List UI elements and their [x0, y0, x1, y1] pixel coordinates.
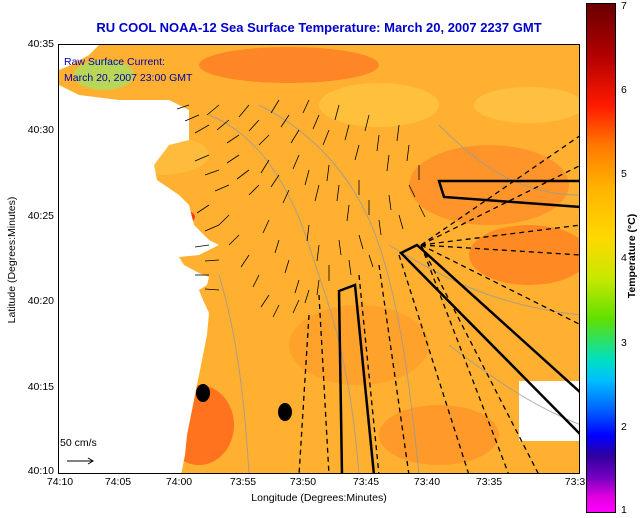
y-tick-label: 40:20 [27, 295, 54, 307]
colorbar-tick: 5 [621, 168, 627, 180]
station-marker[interactable] [278, 403, 292, 421]
bathymetry-contours [208, 104, 579, 473]
current-vectors [176, 99, 426, 318]
land-top-left [59, 45, 99, 70]
colorbar-tick: 6 [621, 84, 627, 96]
station-marker[interactable] [196, 384, 210, 402]
sampling-boxes [337, 179, 579, 473]
colorbar-tick: 1 [621, 504, 627, 516]
y-axis-title: Latitude (Degrees:Minutes) [6, 196, 18, 324]
overlay-line1: Raw Surface Current: [64, 56, 165, 68]
colorbar-tick: 3 [621, 337, 627, 349]
y-tick-label: 40:35 [27, 38, 54, 50]
y-tick-label: 40:15 [27, 381, 54, 393]
x-tick-label: 73:55 [229, 476, 257, 488]
x-tick-label: 74:00 [165, 476, 193, 488]
temperature-colorbar [586, 3, 616, 513]
colorbar-tick: 2 [621, 421, 627, 433]
scale-arrow-head [87, 457, 94, 465]
overlay-line2: March 20, 2007 23:00 GMT [64, 72, 193, 84]
x-tick-label: 73:45 [352, 476, 380, 488]
y-tick-label: 40:10 [27, 465, 54, 477]
map-title: RU COOL NOAA-12 Sea Surface Temperature:… [96, 20, 542, 35]
x-tick-label: 73:40 [413, 476, 441, 488]
x-tick-label: 73:35 [475, 476, 503, 488]
x-axis-title: Longitude (Degrees:Minutes) [251, 492, 387, 504]
x-tick-label: 73:50 [289, 476, 317, 488]
dashed-sectors [298, 135, 579, 473]
y-tick-label: 40:25 [27, 210, 54, 222]
x-tick-label: 74:10 [46, 476, 74, 488]
land-mass [59, 85, 219, 473]
y-tick-label: 40:30 [27, 124, 54, 136]
scale-label: 50 cm/s [60, 437, 97, 449]
sst-map[interactable] [58, 44, 580, 474]
x-tick-label: 73:3 [564, 476, 586, 488]
colorbar-tick: 7 [621, 0, 627, 12]
colorbar-label: Temperature (°C) [626, 213, 638, 299]
x-tick-label: 74:05 [104, 476, 132, 488]
sst-map-svg [59, 45, 579, 473]
colorbar-tick: 4 [621, 252, 627, 264]
